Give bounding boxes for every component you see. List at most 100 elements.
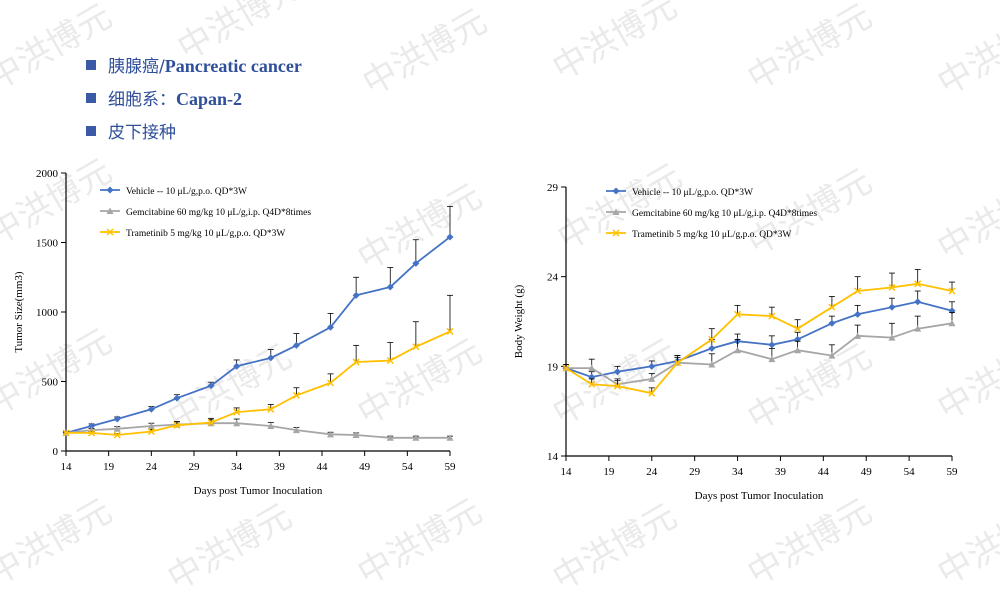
bullet-text-zh: 胰腺癌/ bbox=[108, 57, 165, 77]
data-point-trametinib bbox=[794, 325, 802, 333]
x-tick-label: 49 bbox=[359, 461, 371, 473]
data-point-trametinib bbox=[828, 303, 836, 311]
data-point-trametinib bbox=[147, 428, 155, 436]
data-point-trametinib bbox=[948, 287, 956, 295]
x-tick-label: 34 bbox=[732, 466, 744, 478]
data-point-trametinib bbox=[588, 380, 596, 388]
data-point-vehicle bbox=[446, 233, 454, 241]
bullet-cell-line: 细胞系：Capan-2 bbox=[86, 81, 302, 114]
bullet-square-icon bbox=[86, 125, 96, 136]
x-tick-label: 19 bbox=[103, 461, 115, 473]
x-tick-label: 54 bbox=[402, 461, 414, 473]
data-point-trametinib bbox=[888, 283, 896, 291]
series-line-gemcitabine bbox=[566, 322, 953, 386]
x-tick-label: 19 bbox=[603, 466, 615, 478]
x-tick-label: 44 bbox=[317, 461, 329, 473]
data-point-gemcitabine bbox=[648, 375, 656, 382]
data-point-gemcitabine bbox=[327, 430, 335, 438]
data-point-vehicle bbox=[147, 405, 155, 413]
data-point-vehicle bbox=[613, 368, 621, 376]
legend-label-gemcitabine: Gemcitabine 60 mg/kg 10 μL/g,i.p. Q4D*8t… bbox=[126, 208, 311, 218]
y-tick-label: 2000 bbox=[36, 168, 59, 180]
data-point-trametinib bbox=[734, 310, 742, 318]
data-point-vehicle bbox=[207, 382, 215, 390]
bullet-list: 胰腺癌/Pancreatic cancer 细胞系：Capan-2 皮下接种 bbox=[86, 48, 302, 147]
bullet-text-zh: 皮下接种 bbox=[108, 123, 176, 143]
data-point-gemcitabine bbox=[768, 355, 776, 363]
y-tick-label: 500 bbox=[42, 377, 59, 389]
watermark: 中洪博元 bbox=[355, 1, 494, 104]
y-axis-label: Body Weight (g) bbox=[513, 284, 525, 358]
data-point-gemcitabine bbox=[914, 325, 922, 332]
bullet-text-zh: 细胞系： bbox=[108, 90, 176, 110]
data-point-gemcitabine bbox=[147, 422, 155, 429]
data-point-vehicle bbox=[267, 354, 275, 362]
bullet-inoculation: 皮下接种 bbox=[86, 114, 302, 147]
data-point-trametinib bbox=[768, 312, 776, 320]
data-point-gemcitabine bbox=[948, 319, 956, 327]
data-point-trametinib bbox=[446, 327, 454, 335]
data-point-vehicle bbox=[708, 344, 716, 352]
data-point-vehicle bbox=[648, 362, 656, 370]
x-tick-label: 14 bbox=[561, 466, 573, 478]
data-point-trametinib bbox=[352, 358, 360, 366]
legend-label-vehicle: Vehicle -- 10 μL/g,p.o. QD*3W bbox=[632, 188, 753, 198]
legend-marker-trametinib bbox=[612, 229, 620, 237]
legend-marker-gemcitabine bbox=[106, 207, 114, 214]
x-tick-label: 39 bbox=[274, 461, 286, 473]
watermark: 中洪博元 bbox=[740, 0, 879, 99]
data-point-vehicle bbox=[173, 394, 181, 402]
data-point-gemcitabine bbox=[446, 434, 454, 441]
y-tick-label: 0 bbox=[53, 446, 59, 458]
data-point-vehicle bbox=[113, 415, 121, 423]
y-tick-label: 1000 bbox=[36, 307, 59, 319]
data-point-trametinib bbox=[648, 389, 656, 397]
legend-marker-trametinib bbox=[106, 228, 114, 236]
data-point-gemcitabine bbox=[233, 419, 241, 427]
data-point-trametinib bbox=[233, 408, 241, 416]
data-point-gemcitabine bbox=[794, 346, 802, 354]
data-point-trametinib bbox=[412, 343, 420, 351]
series-line-gemcitabine bbox=[65, 422, 450, 439]
watermark: 中洪博元 bbox=[545, 0, 684, 89]
data-point-trametinib bbox=[914, 280, 922, 288]
legend-marker-gemcitabine bbox=[612, 208, 620, 215]
series-line-vehicle bbox=[565, 300, 953, 379]
data-point-vehicle bbox=[914, 298, 922, 306]
tumor-size-chart: 14 19 24 29 34 39 44 49 54 59 0 500 1000 1500 2000 Days… bbox=[13, 168, 456, 497]
data-point-gemcitabine bbox=[352, 431, 360, 439]
watermark: 中洪博元 bbox=[930, 1, 1000, 104]
legend-label-vehicle: Vehicle -- 10 μL/g,p.o. QD*3W bbox=[126, 187, 247, 197]
data-point-vehicle bbox=[292, 341, 300, 349]
data-point-vehicle bbox=[352, 291, 360, 299]
legend-marker-vehicle bbox=[106, 186, 114, 194]
data-point-trametinib bbox=[207, 418, 215, 427]
data-point-vehicle bbox=[854, 310, 862, 318]
x-tick-label: 49 bbox=[861, 466, 873, 478]
data-point-trametinib bbox=[327, 379, 335, 387]
data-point-gemcitabine bbox=[708, 361, 716, 368]
x-tick-label: 29 bbox=[689, 466, 701, 478]
data-point-trametinib bbox=[562, 364, 570, 372]
x-tick-label: 39 bbox=[775, 466, 787, 478]
data-point-gemcitabine bbox=[888, 334, 896, 341]
series-line-vehicle bbox=[65, 236, 451, 434]
x-tick-label: 54 bbox=[904, 466, 916, 478]
data-point-vehicle bbox=[88, 422, 96, 430]
y-tick-label: 19 bbox=[547, 361, 559, 373]
x-tick-label: 24 bbox=[146, 461, 158, 473]
data-point-trametinib bbox=[708, 335, 716, 343]
data-point-vehicle bbox=[233, 362, 241, 370]
legend-label-trametinib: Trametinib 5 mg/kg 10 μL/g,p.o. QD*3W bbox=[126, 229, 285, 239]
data-point-trametinib bbox=[113, 431, 121, 439]
series-line-trametinib bbox=[66, 330, 451, 436]
data-point-gemcitabine bbox=[588, 364, 596, 372]
legend-marker-vehicle bbox=[612, 187, 620, 195]
series-line-trametinib bbox=[565, 282, 953, 395]
data-point-gemcitabine bbox=[386, 434, 394, 441]
data-point-gemcitabine bbox=[113, 425, 121, 432]
legend-label-gemcitabine: Gemcitabine 60 mg/kg 10 μL/g,i.p. Q4D*8t… bbox=[632, 209, 817, 219]
data-point-gemcitabine bbox=[828, 352, 836, 359]
y-tick-label: 29 bbox=[547, 182, 559, 194]
data-point-vehicle bbox=[828, 319, 836, 327]
